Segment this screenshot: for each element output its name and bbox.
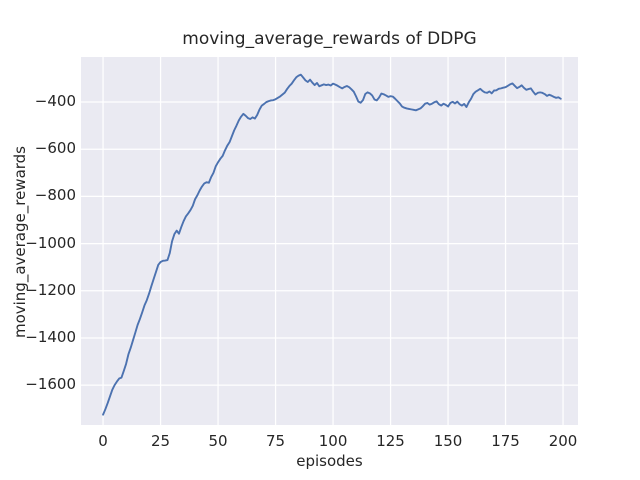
plot-background (81, 57, 578, 425)
y-tick-label: −1200 (25, 280, 76, 299)
y-tick-label: −1600 (25, 375, 76, 394)
x-tick-label: 75 (266, 432, 286, 450)
y-tick-label: −800 (34, 186, 76, 205)
x-tick-label: 200 (548, 432, 578, 450)
x-tick-label: 0 (98, 432, 108, 450)
x-tick-label: 100 (318, 432, 348, 450)
x-tick-label: 125 (376, 432, 405, 450)
y-tick-label: −1400 (25, 327, 76, 346)
y-tick-label: −400 (34, 92, 76, 111)
x-tick-label: 175 (491, 432, 520, 450)
x-tick-label: 25 (151, 432, 171, 450)
y-tick-label: −1000 (25, 233, 76, 252)
x-axis-label: episodes (296, 452, 363, 470)
chart-title: moving_average_rewards of DDPG (182, 29, 477, 49)
x-tick-label: 50 (208, 432, 228, 450)
x-tick-label: 150 (433, 432, 463, 450)
y-tick-label: −600 (34, 139, 76, 158)
series-line-moving_average_rewards (102, 73, 562, 416)
